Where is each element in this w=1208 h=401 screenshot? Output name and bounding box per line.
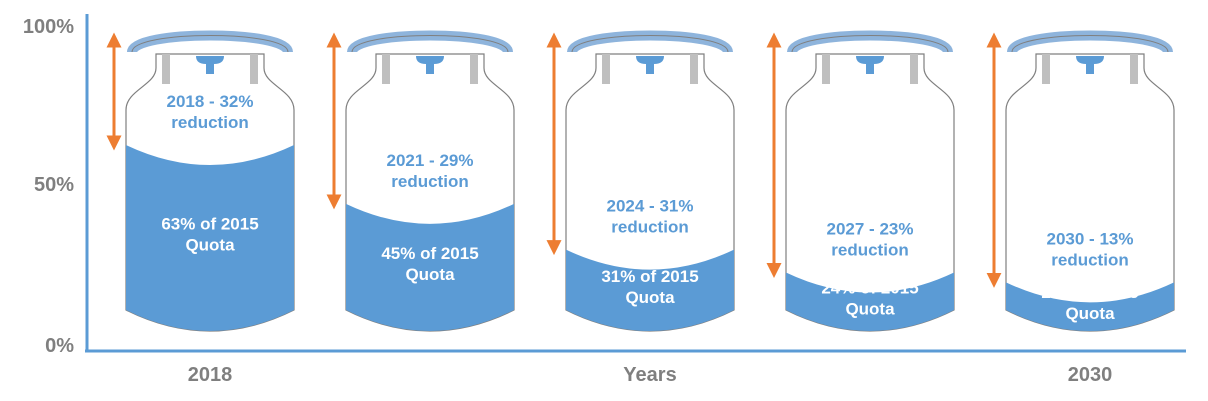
guard-post-right [910,54,918,84]
guard-post-left [382,54,390,84]
cylinder-handle-edge [571,35,729,53]
cylinder-handle-edge [791,35,949,53]
guard-post-right [470,54,478,84]
valve-icon [636,56,664,74]
valve-icon [196,56,224,74]
reduction-label-2027: 2027 - 23% [827,220,914,239]
guard-post-left [162,54,170,84]
quota-label-2021: 45% of 2015 [381,244,478,263]
x-tick-last: 2030 [1068,364,1113,386]
y-tick-50: 50% [34,174,74,196]
quota-label-2024: 31% of 2015 [601,267,698,286]
cylinder-2024: 2024 - 31% reduction 31% of 2015 Quota [546,30,735,332]
guard-post-left [1042,54,1050,84]
cylinder-handle [1007,30,1173,55]
quota-label-2030: 21% of 2015 [1041,283,1138,302]
reduction-label-2030: reduction [1051,250,1128,269]
reduction-label-2024: 2024 - 31% [607,197,694,216]
reduction-label-2021: reduction [391,172,468,191]
quota-label-2018: 63% of 2015 [161,214,258,233]
cylinder-handle [127,30,293,55]
x-axis-title: Years [623,364,676,386]
y-tick-0: 0% [45,335,74,357]
reduction-label-2027: reduction [831,241,908,260]
cylinder-handle-edge [131,35,289,53]
quota-label-2021: Quota [405,265,455,284]
reduction-label-2030: 2030 - 13% [1047,229,1134,248]
cylinder-handle [787,30,953,55]
quota-label-2027: Quota [845,299,895,318]
y-tick-100: 100% [23,16,74,38]
x-tick-first: 2018 [188,364,233,386]
cylinder-handle-edge [1011,35,1169,53]
cylinder-handle-edge [351,35,509,53]
quota-fill-2018 [126,144,294,331]
guard-post-right [690,54,698,84]
quota-label-2018: Quota [185,235,235,254]
guard-post-right [1130,54,1138,84]
quota-label-2030: Quota [1065,304,1115,323]
cylinder-handle [347,30,513,55]
guard-post-right [250,54,258,84]
quota-label-2027: 24% of 2015 [821,278,918,297]
cylinder-2027: 2027 - 23% reduction 24% of 2015 Quota [766,30,955,332]
valve-icon [856,56,884,74]
reduction-label-2018: 2018 - 32% [167,92,254,111]
cylinder-2030: 2030 - 13% reduction 21% of 2015 Quota [986,30,1175,332]
reduction-label-2018: reduction [171,113,248,132]
guard-post-left [602,54,610,84]
guard-post-left [822,54,830,84]
quota-fill-2030 [1006,282,1174,331]
cylinder-handle [567,30,733,55]
quota-fill-2021 [346,203,514,331]
cylinder-2018: 2018 - 32% reduction 63% of 2015 Quota [106,30,295,332]
valve-icon [1076,56,1104,74]
quota-fill-2027 [786,272,954,331]
quota-label-2024: Quota [625,288,675,307]
reduction-label-2024: reduction [611,218,688,237]
cylinder-2021: 2021 - 29% reduction 45% of 2015 Quota [326,30,515,332]
valve-icon [416,56,444,74]
reduction-label-2021: 2021 - 29% [387,151,474,170]
quota-fill-2024 [566,249,734,331]
